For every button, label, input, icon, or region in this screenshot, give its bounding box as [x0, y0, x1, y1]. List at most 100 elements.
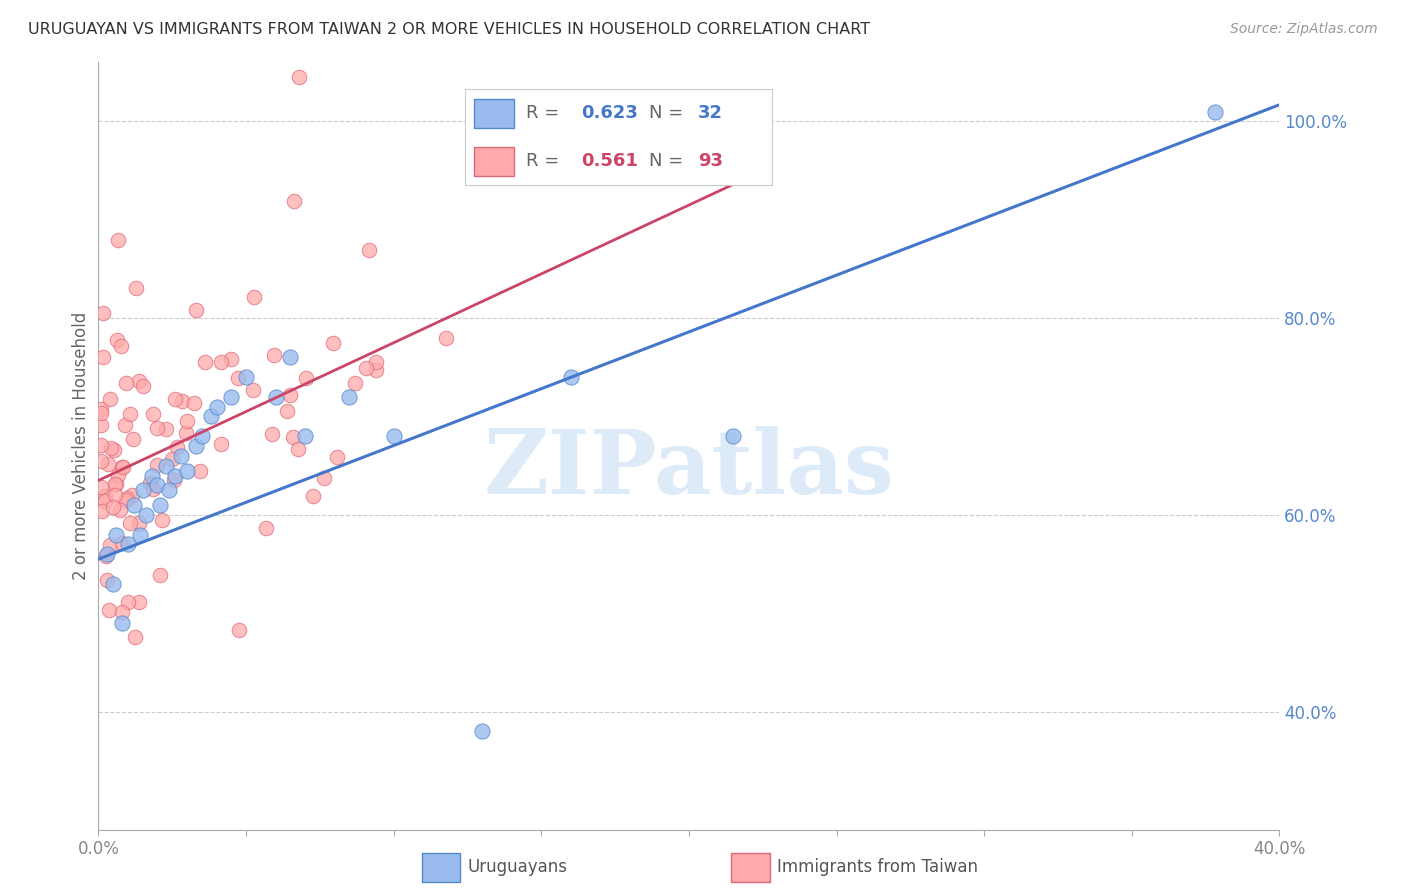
Point	[294, 429, 316, 443]
Point	[262, 427, 284, 442]
Point	[118, 516, 141, 530]
Point	[146, 478, 169, 492]
Point	[150, 513, 173, 527]
Point	[283, 194, 305, 209]
Point	[96, 547, 118, 561]
Point	[110, 339, 132, 353]
Text: Immigrants from Taiwan: Immigrants from Taiwan	[778, 858, 977, 877]
Point	[98, 392, 121, 406]
Point	[146, 420, 169, 434]
Point	[97, 603, 120, 617]
Point	[90, 417, 112, 432]
Point	[326, 450, 349, 464]
Point	[219, 352, 242, 367]
Point	[145, 458, 167, 473]
Point	[111, 615, 134, 630]
Point	[96, 573, 118, 587]
Point	[90, 437, 112, 451]
Point	[125, 281, 148, 295]
Point	[155, 422, 177, 436]
Point	[312, 471, 335, 485]
Point	[104, 476, 127, 491]
Point	[128, 595, 150, 609]
Point	[243, 290, 266, 304]
Point	[112, 460, 135, 475]
Point	[723, 429, 745, 443]
Point	[111, 536, 134, 550]
Point	[174, 425, 197, 440]
Point	[142, 483, 165, 497]
Point	[105, 333, 128, 347]
Point	[90, 454, 112, 468]
Point	[170, 394, 193, 409]
Point	[118, 407, 141, 421]
Point	[107, 467, 129, 482]
Point	[280, 387, 302, 401]
Point	[132, 483, 155, 498]
Point	[91, 350, 114, 364]
Point	[90, 504, 112, 518]
Text: Source: ZipAtlas.com: Source: ZipAtlas.com	[1230, 22, 1378, 37]
Point	[263, 348, 285, 362]
Point	[122, 498, 145, 512]
Point	[157, 483, 180, 498]
Text: URUGUAYAN VS IMMIGRANTS FROM TAIWAN 2 OR MORE VEHICLES IN HOUSEHOLD CORRELATION : URUGUAYAN VS IMMIGRANTS FROM TAIWAN 2 OR…	[28, 22, 870, 37]
Point	[117, 594, 139, 608]
Point	[141, 468, 163, 483]
Point	[135, 508, 157, 522]
Point	[103, 500, 125, 514]
Point	[163, 392, 186, 406]
Point	[121, 488, 143, 502]
Point	[235, 370, 257, 384]
Point	[287, 442, 309, 456]
Point	[104, 476, 127, 491]
Point	[149, 568, 172, 582]
Point	[183, 396, 205, 410]
Point	[117, 491, 139, 506]
Point	[128, 374, 150, 388]
Point	[302, 489, 325, 503]
Point	[276, 404, 298, 418]
Point	[194, 355, 217, 369]
Point	[139, 475, 162, 490]
Point	[149, 498, 172, 512]
Point	[128, 527, 150, 541]
Point	[205, 400, 228, 414]
Point	[100, 441, 122, 455]
Point	[97, 457, 120, 471]
Y-axis label: 2 or more Vehicles in Household: 2 or more Vehicles in Household	[72, 312, 90, 580]
Point	[366, 355, 388, 369]
Point	[339, 390, 361, 404]
Point	[176, 414, 198, 428]
Point	[226, 371, 249, 385]
Point	[288, 70, 311, 85]
Point	[228, 623, 250, 637]
Point	[98, 538, 121, 552]
Point	[560, 370, 582, 384]
Point	[184, 439, 207, 453]
Point	[108, 503, 131, 517]
Point	[94, 549, 117, 564]
Point	[142, 407, 165, 421]
Point	[105, 527, 128, 541]
Point	[170, 449, 193, 463]
Point	[114, 418, 136, 433]
Point	[242, 383, 264, 397]
Point	[191, 429, 214, 443]
Point	[90, 406, 112, 420]
Point	[1204, 104, 1226, 119]
Point	[254, 521, 277, 535]
Point	[111, 606, 134, 620]
Point	[124, 630, 146, 644]
Point	[364, 362, 387, 376]
Point	[190, 464, 212, 478]
Point	[280, 351, 302, 365]
Point	[103, 442, 125, 457]
Point	[162, 452, 183, 467]
Point	[163, 473, 186, 487]
Point	[121, 432, 143, 446]
Point	[264, 390, 287, 404]
Point	[93, 493, 115, 508]
Text: ZIPatlas: ZIPatlas	[484, 425, 894, 513]
Point	[155, 458, 177, 473]
